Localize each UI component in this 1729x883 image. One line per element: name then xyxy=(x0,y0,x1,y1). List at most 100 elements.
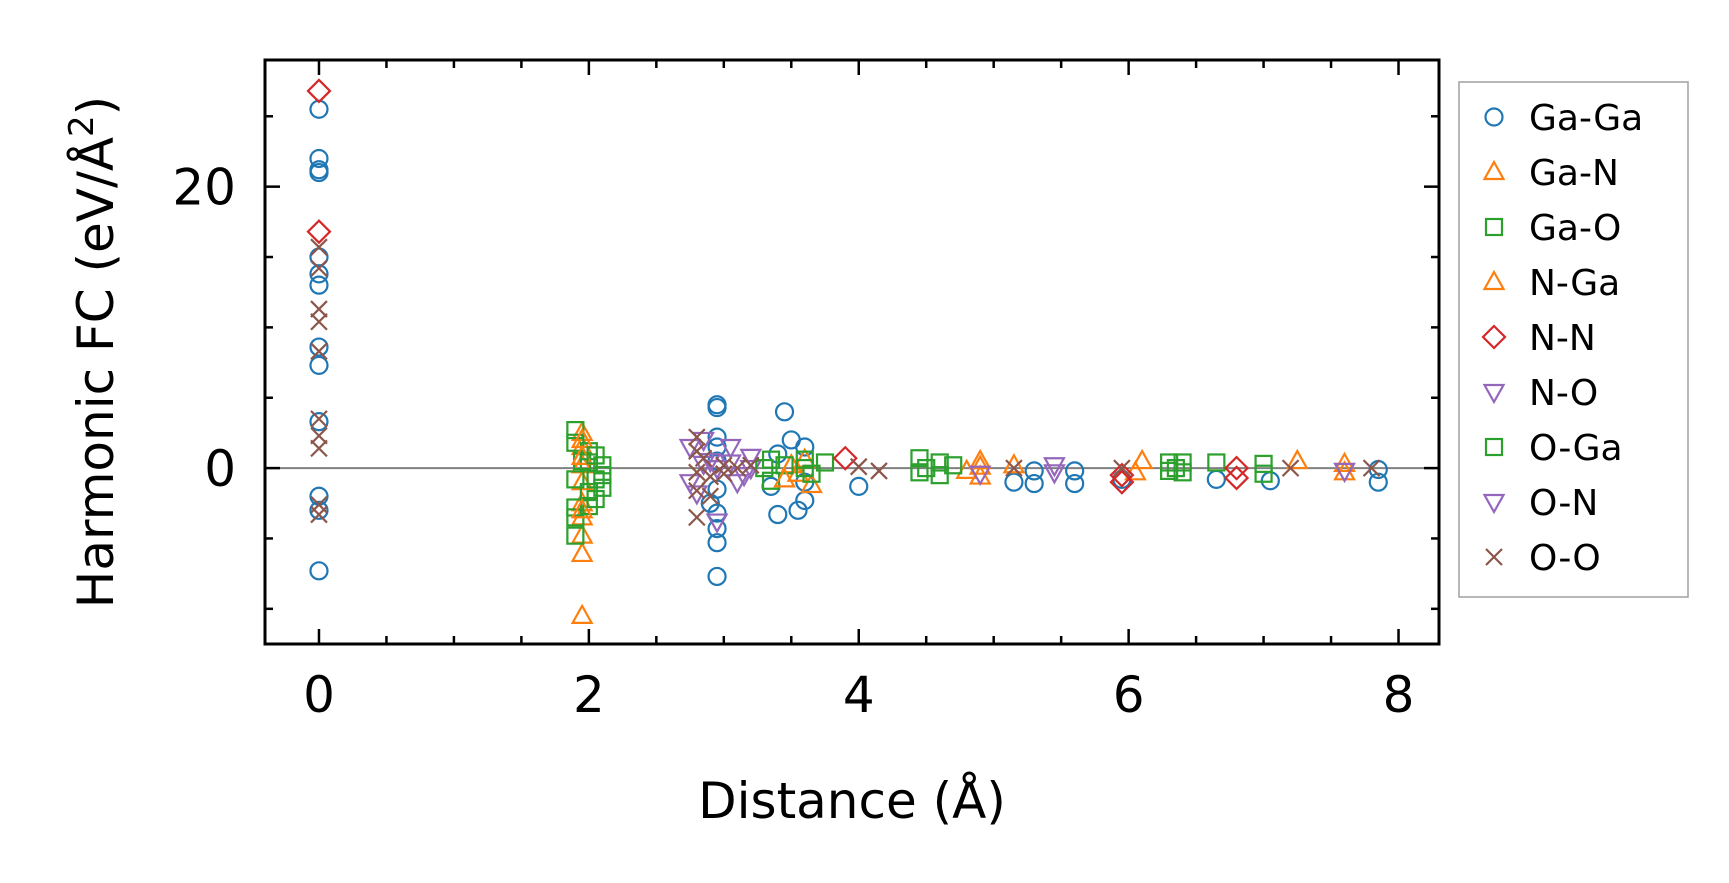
y-tick-label: 20 xyxy=(172,159,236,217)
point-n-n xyxy=(306,219,332,245)
point-ga-ga xyxy=(795,437,815,457)
point-o-o xyxy=(688,428,706,446)
point-ga-ga xyxy=(309,500,329,520)
axis-ticks xyxy=(265,60,1439,644)
legend-marker xyxy=(1484,107,1504,127)
point-ga-ga xyxy=(707,566,727,587)
legend-label: Ga-N xyxy=(1529,153,1619,194)
point-o-o xyxy=(694,449,713,468)
legend-entry: Ga-O xyxy=(1484,208,1621,249)
series-o-o xyxy=(310,238,1381,527)
data-points-layer xyxy=(306,78,1388,624)
point-o-o xyxy=(715,456,733,475)
series-n-o xyxy=(678,431,1356,534)
legend-label: Ga-Ga xyxy=(1529,98,1643,139)
legend-entries: Ga-Ga Ga-N Ga-O N-Ga N-N N-O O-Ga O-N O-O xyxy=(1481,98,1643,579)
legend-marker xyxy=(1484,217,1504,237)
series-n-n xyxy=(306,78,1250,495)
point-n-n xyxy=(1109,462,1135,488)
point-ga-o xyxy=(1254,464,1273,483)
point-o-o xyxy=(310,342,328,361)
point-ga-o xyxy=(1173,463,1192,482)
point-ga-ga xyxy=(788,500,808,520)
point-ga-o xyxy=(1173,453,1192,472)
legend-marker xyxy=(1482,159,1506,181)
point-n-o xyxy=(698,452,722,474)
point-o-o xyxy=(310,259,328,278)
y-tick-label: 0 xyxy=(204,440,236,498)
point-ga-ga xyxy=(849,476,869,496)
point-ga-o xyxy=(815,453,835,472)
point-ga-o xyxy=(566,526,585,545)
point-n-o xyxy=(678,474,702,495)
point-ga-o xyxy=(593,466,612,485)
point-n-o xyxy=(1333,462,1356,484)
legend-label: N-N xyxy=(1529,318,1596,359)
point-o-ga xyxy=(1166,458,1185,478)
point-ga-n xyxy=(1285,448,1309,470)
point-n-n xyxy=(1224,455,1250,481)
point-ga-ga xyxy=(707,397,727,418)
point-n-n xyxy=(1109,469,1135,495)
legend-marker xyxy=(1482,269,1506,291)
point-ga-ga xyxy=(1024,461,1044,481)
point-ga-n xyxy=(800,472,823,494)
x-tick-label: 4 xyxy=(843,666,875,724)
point-ga-o xyxy=(566,470,585,489)
point-ga-ga xyxy=(774,402,795,422)
point-ga-n xyxy=(1130,448,1154,470)
point-ga-n xyxy=(570,420,594,442)
point-ga-ga xyxy=(309,148,329,169)
legend-label: Ga-O xyxy=(1529,208,1621,249)
series-o-ga xyxy=(586,446,1185,509)
point-ga-o xyxy=(944,456,963,475)
x-tick-label: 2 xyxy=(573,666,605,724)
point-ga-ga xyxy=(1065,461,1085,481)
x-tick-label: 6 xyxy=(1113,666,1145,724)
point-ga-ga xyxy=(309,412,329,432)
legend-label: N-Ga xyxy=(1529,263,1620,304)
point-o-n xyxy=(732,467,756,488)
point-ga-ga xyxy=(768,444,788,464)
point-n-n xyxy=(1224,465,1250,491)
point-n-n xyxy=(832,445,858,471)
legend-marker xyxy=(1481,324,1507,350)
point-ga-o xyxy=(1254,454,1273,473)
legend: Ga-Ga Ga-N Ga-O N-Ga N-N N-O O-Ga O-N O-O xyxy=(1458,81,1689,598)
point-ga-ga xyxy=(1206,469,1226,489)
point-o-ga xyxy=(586,446,605,465)
point-ga-n xyxy=(570,541,594,563)
point-ga-ga xyxy=(1065,473,1085,494)
legend-entry: N-O xyxy=(1482,373,1598,414)
point-n-o xyxy=(1043,464,1066,485)
point-o-o xyxy=(1362,459,1381,477)
point-ga-n xyxy=(1333,451,1356,472)
point-o-o xyxy=(728,459,747,477)
point-o-ga xyxy=(586,489,605,509)
x-axis-title: Distance (Å) xyxy=(698,772,1006,830)
point-o-o xyxy=(310,300,328,318)
point-o-o xyxy=(310,312,328,331)
point-ga-o xyxy=(593,478,612,497)
plot-frame xyxy=(263,58,1441,646)
point-o-o xyxy=(688,508,706,527)
point-ga-o xyxy=(593,456,612,475)
point-n-ga xyxy=(570,427,594,449)
point-o-ga xyxy=(917,458,936,478)
legend-entry: O-Ga xyxy=(1484,428,1623,469)
point-ga-o xyxy=(930,453,949,472)
point-n-ga xyxy=(570,498,594,519)
point-o-o xyxy=(1113,459,1131,477)
point-ga-ga xyxy=(707,503,727,523)
point-n-ga xyxy=(968,454,992,475)
point-n-ga xyxy=(773,467,796,488)
x-tick-label: 0 xyxy=(303,666,335,724)
point-o-ga xyxy=(795,458,814,478)
legend-marker xyxy=(1485,548,1503,566)
point-o-n xyxy=(1043,457,1066,478)
point-ga-o xyxy=(910,449,929,468)
point-ga-ga xyxy=(707,519,727,539)
point-n-o xyxy=(739,448,763,470)
legend-label: N-O xyxy=(1529,373,1598,414)
